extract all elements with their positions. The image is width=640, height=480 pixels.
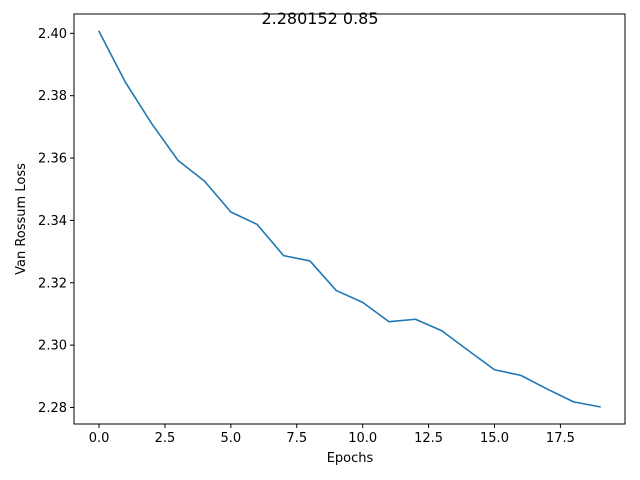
series-line bbox=[97, 30, 601, 408]
y-tick-label: 2.36 bbox=[38, 152, 67, 167]
x-tick-label: 15.0 bbox=[480, 431, 509, 446]
x-tick-label: 5.0 bbox=[221, 431, 242, 446]
plot-area bbox=[73, 13, 626, 425]
series-layer bbox=[97, 30, 601, 408]
x-tick-label: 0.0 bbox=[89, 431, 110, 446]
y-axis-ticks: 2.28 2.30 2.32 2.34 2.36 2.38 2.40 bbox=[38, 27, 74, 416]
x-axis-ticks: 0.0 2.5 5.0 7.5 10.0 12.5 15.0 17.5 bbox=[89, 424, 575, 446]
y-tick-label: 2.28 bbox=[38, 401, 67, 416]
x-tick-label: 10.0 bbox=[348, 431, 377, 446]
y-axis-label: Van Rossum Loss bbox=[14, 163, 29, 275]
y-tick-label: 2.38 bbox=[38, 89, 67, 104]
x-tick-label: 12.5 bbox=[414, 431, 443, 446]
x-tick-label: 17.5 bbox=[546, 431, 575, 446]
y-tick-label: 2.32 bbox=[38, 276, 67, 291]
y-tick-label: 2.40 bbox=[38, 27, 67, 42]
chart-title: 2.280152 0.85 bbox=[261, 9, 378, 28]
y-tick-label: 2.34 bbox=[38, 214, 67, 229]
y-tick-label: 2.30 bbox=[38, 339, 67, 354]
x-tick-label: 2.5 bbox=[155, 431, 176, 446]
axes-frame bbox=[73, 13, 626, 425]
x-tick-label: 7.5 bbox=[286, 431, 307, 446]
x-axis-label: Epochs bbox=[327, 451, 374, 466]
